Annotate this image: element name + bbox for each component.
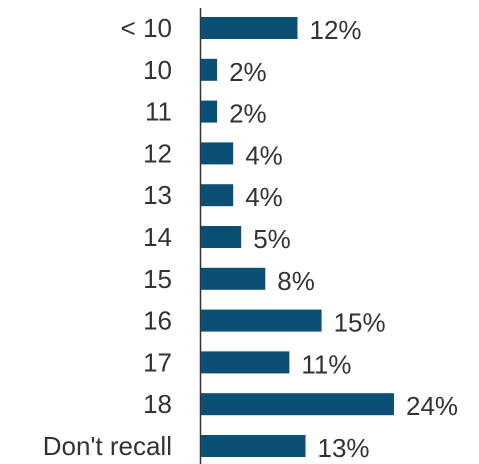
value-label: 12% [310,15,362,45]
bar [201,226,242,248]
bar [201,184,234,207]
value-label: 2% [229,57,267,87]
category-label: 17 [143,347,172,377]
category-label: 10 [143,55,172,85]
bar [201,100,218,123]
bar [201,351,290,374]
value-label: 11% [301,349,351,379]
category-label: 11 [145,97,172,127]
value-label: 8% [277,266,315,296]
bar [201,17,298,39]
value-label: 4% [245,140,283,170]
category-label: 12 [143,138,172,168]
value-label: 4% [245,182,283,212]
bar [201,58,218,81]
value-label: 13% [318,433,370,463]
value-label: 24% [406,391,458,421]
category-label: 16 [143,306,172,336]
category-label: 18 [143,389,172,419]
bar [201,309,322,332]
category-label: 14 [143,222,172,252]
value-label: 15% [334,308,386,338]
bar [201,142,234,165]
category-label: 13 [143,180,172,210]
labels-layer: < 10 12% 10 2% 11 2% 12 4% 13 4% 14 5% 15 8% 16 15% 17 11… [43,13,458,463]
category-label: Don't recall [43,431,172,461]
category-label: 15 [143,264,172,294]
value-label: 2% [229,99,267,129]
bars-layer [201,17,394,457]
category-label: < 10 [121,13,172,43]
bar [201,435,306,457]
bar [201,267,266,290]
bar [201,393,394,416]
value-label: 5% [253,224,291,254]
